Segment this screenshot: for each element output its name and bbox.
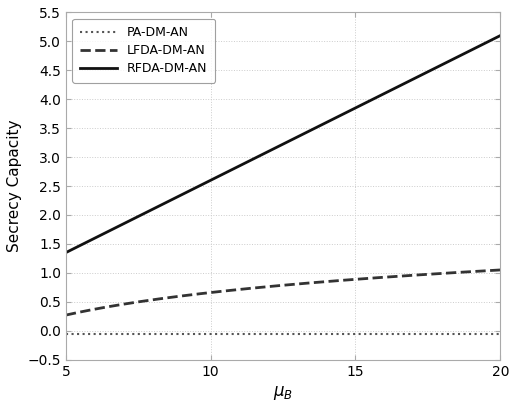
PA-DM-AN — [63, 331, 69, 336]
LFDA-DM-AN — [497, 267, 504, 272]
PA-DM-AN — [320, 331, 326, 336]
PA-DM-AN — [329, 331, 335, 336]
LFDA-DM-AN — [429, 272, 435, 276]
Legend: PA-DM-AN, LFDA-DM-AN, RFDA-DM-AN: PA-DM-AN, LFDA-DM-AN, RFDA-DM-AN — [72, 19, 215, 83]
RFDA-DM-AN — [321, 121, 328, 126]
RFDA-DM-AN — [497, 33, 504, 38]
RFDA-DM-AN — [329, 117, 335, 122]
PA-DM-AN — [457, 331, 463, 336]
RFDA-DM-AN — [320, 121, 326, 126]
PA-DM-AN — [321, 331, 328, 336]
RFDA-DM-AN — [429, 67, 435, 72]
LFDA-DM-AN — [320, 279, 326, 284]
PA-DM-AN — [429, 331, 435, 336]
X-axis label: $\mu_B$: $\mu_B$ — [273, 384, 293, 402]
PA-DM-AN — [497, 331, 504, 336]
PA-DM-AN — [64, 331, 70, 336]
RFDA-DM-AN — [63, 250, 69, 255]
LFDA-DM-AN — [457, 270, 463, 275]
Line: LFDA-DM-AN: LFDA-DM-AN — [66, 270, 501, 315]
LFDA-DM-AN — [63, 312, 69, 317]
RFDA-DM-AN — [64, 249, 70, 254]
RFDA-DM-AN — [457, 54, 463, 58]
LFDA-DM-AN — [64, 312, 70, 317]
LFDA-DM-AN — [329, 279, 335, 283]
LFDA-DM-AN — [321, 279, 328, 284]
Line: RFDA-DM-AN: RFDA-DM-AN — [66, 36, 501, 253]
Y-axis label: Secrecy Capacity: Secrecy Capacity — [7, 120, 22, 252]
